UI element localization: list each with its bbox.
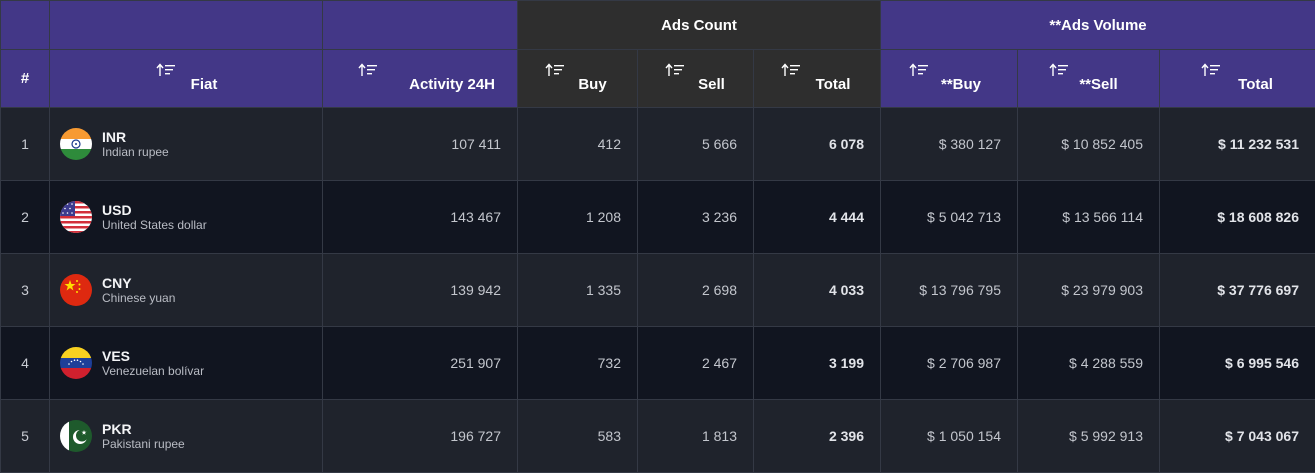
column-header-activity[interactable]: Activity 24H	[323, 50, 518, 108]
activity-24h-value: 107 411	[323, 108, 518, 181]
fiat-code: INR	[102, 130, 169, 145]
column-header-fiat[interactable]: Fiat	[50, 50, 323, 108]
ads-total-value: 3 199	[754, 327, 881, 400]
ads-sell-value: 1 813	[638, 400, 754, 473]
activity-24h-value: 143 467	[323, 181, 518, 254]
header-spacer	[50, 1, 323, 50]
ads-buy-value: 412	[518, 108, 638, 181]
sort-icon[interactable]	[358, 63, 378, 77]
column-header-sell[interactable]: Sell	[638, 50, 754, 108]
volume-buy-value: $ 2 706 987	[881, 327, 1018, 400]
header-spacer	[1, 1, 50, 50]
volume-total-value: $ 18 608 826	[1160, 181, 1315, 254]
ads-volume-group-header: **Ads Volume	[881, 1, 1315, 50]
sort-icon[interactable]	[156, 63, 176, 77]
pakistan-flag-icon	[60, 420, 92, 452]
row-index: 1	[1, 108, 50, 181]
column-header-buy[interactable]: Buy	[518, 50, 638, 108]
venezuela-flag-icon	[60, 347, 92, 379]
column-header-total[interactable]: Total	[754, 50, 881, 108]
ads-sell-value: 2 467	[638, 327, 754, 400]
fiat-code: VES	[102, 349, 204, 364]
sort-icon[interactable]	[545, 63, 565, 77]
volume-sell-value: $ 13 566 114	[1018, 181, 1160, 254]
activity-24h-value: 251 907	[323, 327, 518, 400]
ads-buy-value: 732	[518, 327, 638, 400]
row-index: 2	[1, 181, 50, 254]
ads-buy-value: 1 335	[518, 254, 638, 327]
volume-buy-value: $ 13 796 795	[881, 254, 1018, 327]
volume-sell-value: $ 23 979 903	[1018, 254, 1160, 327]
sort-icon-active[interactable]	[781, 63, 801, 77]
fiat-name: Indian rupee	[102, 145, 169, 159]
sort-icon[interactable]	[909, 63, 929, 77]
ads-total-value: 6 078	[754, 108, 881, 181]
volume-sell-value: $ 4 288 559	[1018, 327, 1160, 400]
sort-icon[interactable]	[1049, 63, 1069, 77]
fiat-name: Venezuelan bolívar	[102, 364, 204, 378]
sort-icon[interactable]	[1201, 63, 1221, 77]
row-index: 3	[1, 254, 50, 327]
header-spacer	[323, 1, 518, 50]
volume-total-value: $ 11 232 531	[1160, 108, 1315, 181]
sort-icon[interactable]	[665, 63, 685, 77]
row-index: 4	[1, 327, 50, 400]
activity-24h-value: 196 727	[323, 400, 518, 473]
volume-buy-value: $ 380 127	[881, 108, 1018, 181]
table-row-usd[interactable]: 2 USD United States dollar 143 467 1 208…	[1, 181, 1315, 254]
volume-sell-value: $ 10 852 405	[1018, 108, 1160, 181]
table-row-inr[interactable]: 1 INR Indian rupee 107 411 412 5 666 6 0…	[1, 108, 1315, 181]
volume-sell-value: $ 5 992 913	[1018, 400, 1160, 473]
volume-total-value: $ 37 776 697	[1160, 254, 1315, 327]
table-row-ves[interactable]: 4 VES Venezuelan bolívar 251 907 732 2 4…	[1, 327, 1315, 400]
activity-24h-value: 139 942	[323, 254, 518, 327]
table-row-pkr[interactable]: 5 PKR Pakistani rupee 196 727 583 1 813 …	[1, 400, 1315, 473]
fiat-cell[interactable]: PKR Pakistani rupee	[50, 400, 323, 473]
fiat-cell[interactable]: VES Venezuelan bolívar	[50, 327, 323, 400]
ads-total-value: 4 033	[754, 254, 881, 327]
fiat-code: USD	[102, 203, 207, 218]
ads-total-value: 2 396	[754, 400, 881, 473]
ads-sell-value: 2 698	[638, 254, 754, 327]
usa-flag-icon	[60, 201, 92, 233]
ads-count-group-header: Ads Count	[518, 1, 881, 50]
volume-buy-value: $ 1 050 154	[881, 400, 1018, 473]
column-header-volume-sell[interactable]: **Sell	[1018, 50, 1160, 108]
fiat-cell[interactable]: INR Indian rupee	[50, 108, 323, 181]
fiat-cell[interactable]: CNY Chinese yuan	[50, 254, 323, 327]
ads-total-value: 4 444	[754, 181, 881, 254]
column-header-index: #	[1, 50, 50, 108]
volume-buy-value: $ 5 042 713	[881, 181, 1018, 254]
fiat-name: United States dollar	[102, 218, 207, 232]
row-index: 5	[1, 400, 50, 473]
column-header-volume-total[interactable]: Total	[1160, 50, 1315, 108]
ads-sell-value: 5 666	[638, 108, 754, 181]
ads-buy-value: 583	[518, 400, 638, 473]
china-flag-icon	[60, 274, 92, 306]
ads-sell-value: 3 236	[638, 181, 754, 254]
fiat-name: Chinese yuan	[102, 291, 175, 305]
volume-total-value: $ 7 043 067	[1160, 400, 1315, 473]
fiat-name: Pakistani rupee	[102, 437, 185, 451]
fiat-code: CNY	[102, 276, 175, 291]
volume-total-value: $ 6 995 546	[1160, 327, 1315, 400]
ads-buy-value: 1 208	[518, 181, 638, 254]
column-header-volume-buy[interactable]: **Buy	[881, 50, 1018, 108]
fiat-cell[interactable]: USD United States dollar	[50, 181, 323, 254]
table-row-cny[interactable]: 3 CNY Chinese yuan 139 942 1 335 2 698 4…	[1, 254, 1315, 327]
fiat-code: PKR	[102, 422, 185, 437]
india-flag-icon	[60, 128, 92, 160]
